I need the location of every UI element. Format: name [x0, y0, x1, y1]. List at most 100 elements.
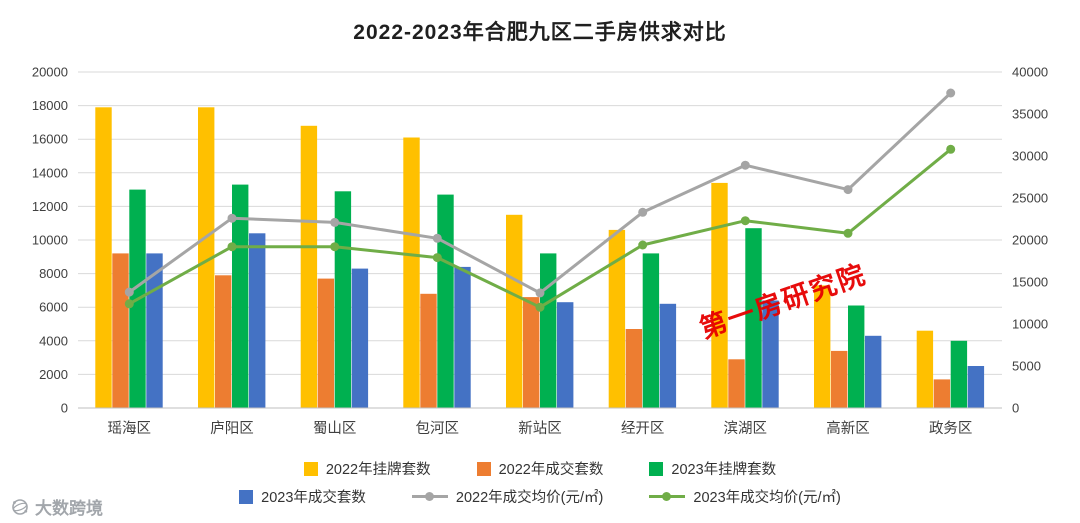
bar [625, 329, 643, 408]
legend-item: 2023年成交均价(元/㎡) [649, 486, 841, 507]
line-series [124, 88, 956, 298]
x-label: 瑶海区 [108, 420, 152, 437]
x-label: 包河区 [416, 420, 460, 437]
line-marker [432, 233, 442, 243]
bar [865, 335, 882, 408]
bar [762, 300, 779, 408]
bar-series [129, 184, 968, 408]
line-marker [946, 88, 956, 98]
bar [95, 107, 112, 409]
bar-series [146, 233, 985, 408]
legend-item: 2023年挂牌套数 [649, 458, 776, 479]
x-label: 高新区 [826, 420, 870, 437]
bar [814, 285, 831, 408]
legend-item: 2022年成交均价(元/㎡) [411, 486, 603, 507]
legend-row: 2023年成交套数 2022年成交均价(元/㎡) 2023年成交均价(元/㎡) [239, 486, 841, 507]
line-marker [432, 253, 442, 263]
bar [728, 359, 745, 408]
bar-series [112, 253, 951, 408]
tick-label: 6000 [39, 300, 68, 315]
tick-label: 2000 [39, 367, 68, 382]
bar [608, 229, 626, 408]
bar-series [95, 107, 934, 409]
x-label: 滨湖区 [724, 420, 768, 437]
line-marker [740, 160, 750, 170]
line-marker [227, 213, 237, 223]
tick-label: 20000 [1012, 233, 1048, 248]
bar [659, 303, 677, 408]
legend-line-swatch [411, 490, 448, 503]
line-marker [638, 240, 648, 250]
dashukuajing-logo: 大数跨境 [10, 494, 103, 519]
legend-label: 2022年成交套数 [498, 462, 604, 478]
legend-line-swatch [649, 490, 686, 503]
tick-label: 15000 [1012, 275, 1048, 290]
x-label: 庐阳区 [210, 420, 254, 437]
tick-label: 40000 [1012, 65, 1048, 80]
bar [967, 366, 985, 408]
x-label: 新站区 [518, 420, 562, 437]
bar [300, 125, 318, 409]
bar [249, 233, 266, 408]
tick-label: 20000 [32, 65, 68, 80]
bar [420, 293, 437, 408]
bar [916, 330, 934, 408]
line-marker [843, 185, 853, 195]
bar [745, 228, 762, 408]
bar [831, 350, 848, 408]
bar [351, 268, 369, 408]
line-marker [740, 216, 750, 226]
x-label: 蜀山区 [313, 420, 357, 437]
tick-label: 25000 [1012, 191, 1048, 206]
bar [933, 379, 951, 408]
logo-text: 大数跨境 [35, 499, 103, 518]
legend-item: 2023年成交套数 [239, 486, 366, 507]
tick-label: 0 [1012, 401, 1019, 416]
legend-label: 2023年成交套数 [261, 490, 366, 506]
bar [112, 253, 129, 408]
x-axis-labels: 瑶海区 庐阳区 蜀山区 包河区 新站区 经开区 滨湖区 高新区 政务区 [108, 420, 973, 437]
bar [232, 184, 249, 408]
bar [454, 266, 471, 408]
tick-label: 10000 [32, 233, 68, 248]
globe-icon [10, 497, 30, 517]
right-axis-labels: 0 5000 10000 15000 20000 25000 30000 35000 40000 [1012, 65, 1048, 416]
legend-label: 2023年成交均价(元/㎡) [693, 490, 841, 506]
legend-label: 2022年挂牌套数 [325, 462, 431, 478]
legend-bar-swatch [476, 461, 491, 476]
tick-label: 8000 [39, 266, 68, 281]
legend-row: 2022年挂牌套数 2022年成交套数 2023年挂牌套数 [303, 458, 776, 479]
line-marker [227, 242, 237, 252]
bar [540, 253, 557, 408]
bar [437, 194, 454, 408]
legend-bar-swatch [239, 489, 254, 504]
bar [215, 275, 232, 408]
legend-bar-swatch [649, 461, 664, 476]
line-marker [535, 302, 545, 312]
tick-label: 30000 [1012, 149, 1048, 164]
left-axis-labels: 0 2000 4000 6000 8000 10000 12000 14000 16000 180… [32, 65, 68, 416]
legend-bar-swatch [303, 461, 318, 476]
tick-label: 35000 [1012, 107, 1048, 122]
tick-label: 12000 [32, 199, 68, 214]
tick-label: 4000 [39, 333, 68, 348]
bar [557, 302, 574, 408]
bar [848, 305, 865, 408]
legend: 2022年挂牌套数 2022年成交套数 2023年挂牌套数 2023年成交套数 2022… [0, 458, 1080, 507]
line-marker [124, 299, 134, 309]
line-marker [946, 144, 956, 154]
tick-label: 18000 [32, 98, 68, 113]
tick-label: 5000 [1012, 359, 1041, 374]
legend-label: 2023年挂牌套数 [671, 462, 777, 478]
bar [523, 297, 540, 408]
bar [950, 340, 968, 408]
line-marker [330, 242, 340, 252]
bar [403, 137, 420, 408]
bar [711, 182, 728, 408]
tick-label: 0 [61, 401, 68, 416]
tick-label: 10000 [1012, 317, 1048, 332]
line-series [124, 144, 956, 312]
line-marker [330, 217, 340, 227]
